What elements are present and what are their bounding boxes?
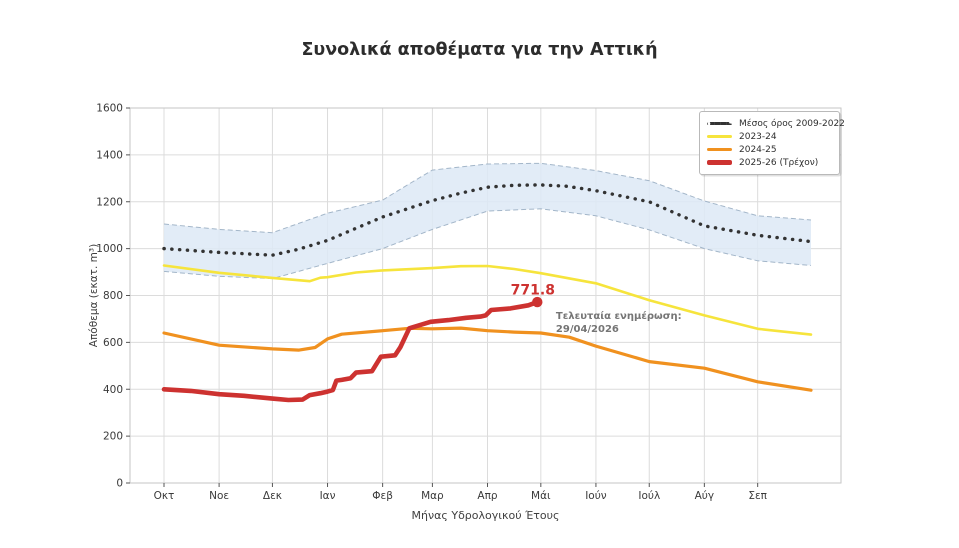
svg-text:Ιούλ: Ιούλ	[638, 490, 660, 502]
svg-text:1000: 1000	[96, 243, 123, 255]
legend-item-2025-26: 2025-26 (Τρέχον)	[707, 156, 832, 169]
legend-label: 2023-24	[739, 131, 777, 142]
legend-item-mean: Μέσος όρος 2009-2022	[707, 117, 845, 130]
svg-text:0: 0	[116, 478, 123, 490]
svg-text:1400: 1400	[96, 149, 123, 161]
chart-title: Συνολικά αποθέματα για την Αττική	[301, 40, 658, 60]
last-update-note: 29/04/2026	[556, 324, 619, 335]
series-line-0	[162, 183, 813, 257]
svg-text:200: 200	[103, 431, 123, 443]
series-line-3	[161, 299, 540, 403]
svg-text:800: 800	[103, 290, 123, 302]
last-update-note: Τελευταία ενημέρωση:	[556, 310, 682, 322]
svg-text:Δεκ: Δεκ	[263, 490, 282, 502]
legend: Μέσος όρος 2009-2022 2023-24 2024-25 202…	[699, 111, 845, 175]
svg-text:Οκτ: Οκτ	[154, 490, 175, 502]
svg-text:600: 600	[103, 337, 123, 349]
svg-text:1200: 1200	[96, 196, 123, 208]
svg-text:Φεβ: Φεβ	[372, 490, 393, 502]
svg-text:Μαρ: Μαρ	[421, 490, 444, 502]
x-axis-title: Μήνας Υδρολογικού Έτους	[412, 509, 560, 522]
svg-text:1600: 1600	[96, 103, 123, 115]
svg-text:Σεπ: Σεπ	[748, 490, 767, 502]
current-point-marker	[532, 296, 543, 308]
svg-text:Ιαν: Ιαν	[320, 490, 336, 502]
svg-text:Νοε: Νοε	[209, 490, 229, 502]
legend-label: 2025-26 (Τρέχον)	[739, 157, 819, 168]
y-axis-title: Απόθεμα (εκατ. m³)	[88, 244, 100, 347]
line-swatch-2025-26	[707, 160, 732, 165]
mean-range-band	[164, 163, 811, 279]
series-line-1	[162, 264, 813, 336]
mean-dotted-line-swatch	[707, 122, 732, 125]
svg-text:Αύγ: Αύγ	[695, 490, 714, 502]
legend-item-2023-24: 2023-24	[707, 130, 832, 143]
svg-text:Μάι: Μάι	[531, 490, 551, 502]
axis-ticks	[126, 107, 759, 487]
svg-text:400: 400	[103, 384, 123, 396]
line-swatch-2024-25	[707, 147, 732, 152]
svg-text:Απρ: Απρ	[477, 490, 498, 502]
tick-labels: 0 200 400 600 800 1000 1200 1400 1600 Οκτ Νοε Δεκ Ια…	[96, 103, 767, 503]
legend-item-2024-25: 2024-25	[707, 143, 832, 156]
series-line-2	[162, 326, 813, 392]
line-swatch-2023-24	[707, 134, 732, 139]
legend-label: 2024-25	[739, 144, 777, 155]
legend-label: Μέσος όρος 2009-2022	[739, 118, 845, 129]
svg-text:Ιούν: Ιούν	[585, 490, 607, 502]
current-value-label: 771.8	[511, 282, 555, 298]
